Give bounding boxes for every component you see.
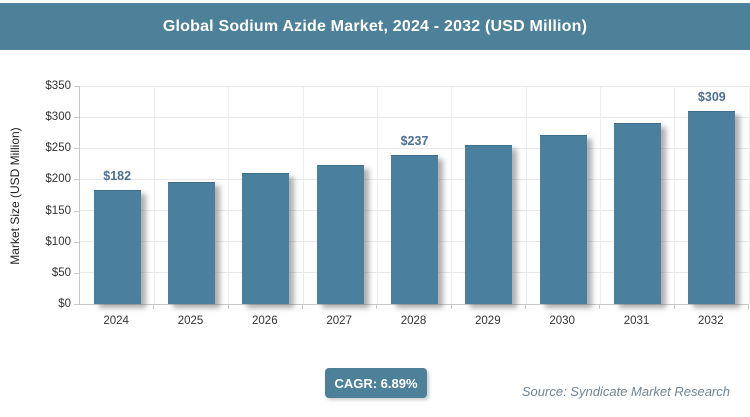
bar-2032 <box>688 110 736 304</box>
y-axis-title: Market Size (USD Million) <box>8 127 22 265</box>
v-gridline <box>153 86 155 304</box>
v-gridline <box>376 86 378 304</box>
h-gridline <box>80 147 749 149</box>
y-tick-label: $50 <box>51 266 71 279</box>
y-tick-mark <box>74 304 79 305</box>
bar-value-label: $182 <box>103 168 132 183</box>
x-tick-label: 2031 <box>623 315 650 327</box>
h-gridline <box>80 116 749 118</box>
v-gridline <box>525 86 527 304</box>
x-tick-mark <box>302 305 303 309</box>
y-tick-label: $150 <box>45 204 71 217</box>
v-gridline <box>674 86 676 304</box>
x-tick-mark <box>525 305 526 309</box>
x-tick-label: 2032 <box>698 315 724 327</box>
x-tick-mark <box>376 305 378 309</box>
h-gridline <box>80 85 749 87</box>
x-tick-label: 2026 <box>252 315 278 327</box>
y-tick-mark <box>74 210 79 212</box>
y-tick-mark <box>74 86 79 87</box>
v-gridline <box>451 86 453 304</box>
x-tick-label: 2028 <box>400 315 427 327</box>
v-gridline <box>228 86 230 304</box>
bar-value-label: $309 <box>697 89 726 104</box>
bar-2028 <box>391 155 438 304</box>
source-credit: Source: Syndicate Market Research <box>521 384 730 399</box>
y-tick-label: $0 <box>58 298 71 310</box>
x-tick-label: 2025 <box>177 315 204 327</box>
x-tick-label: 2029 <box>475 315 501 327</box>
bar-2024 <box>93 189 141 304</box>
bar-2029 <box>465 145 513 304</box>
plot-area: $182 $237 $309 <box>79 85 750 305</box>
x-tick-label: 2024 <box>103 315 129 327</box>
y-tick-mark <box>74 117 79 119</box>
x-tick-mark <box>450 305 452 309</box>
v-gridline <box>599 86 601 304</box>
x-tick-label: 2030 <box>549 315 575 327</box>
y-tick-label: $300 <box>45 111 71 124</box>
cagr-label: CAGR: 6.89% <box>334 375 418 391</box>
y-tick-mark <box>74 241 79 243</box>
y-tick-label: $250 <box>45 142 71 155</box>
page-title: Global Sodium Azide Market, 2024 - 2032 … <box>162 17 588 35</box>
y-tick-label: $100 <box>45 235 71 248</box>
v-gridline <box>302 86 304 304</box>
x-tick-label: 2027 <box>326 315 352 327</box>
y-tick-mark <box>74 272 79 274</box>
x-tick-mark <box>599 305 601 309</box>
x-tick-mark <box>673 305 675 309</box>
chart-title-bar: Global Sodium Azide Market, 2024 - 2032 … <box>0 3 750 50</box>
x-tick-mark <box>748 305 749 309</box>
bar-2026 <box>242 173 290 304</box>
y-tick-mark <box>74 179 79 181</box>
x-tick-mark <box>227 305 229 309</box>
y-tick-label: $350 <box>45 80 71 92</box>
bar-2027 <box>316 164 364 304</box>
bar-value-label: $237 <box>400 134 429 149</box>
y-tick-mark <box>74 148 79 150</box>
cagr-badge: CAGR: 6.89% <box>325 368 427 398</box>
bar-2025 <box>168 181 215 304</box>
v-gridline <box>748 86 750 304</box>
bar-2030 <box>539 134 587 304</box>
x-tick-mark <box>153 305 155 309</box>
bar-2031 <box>614 123 661 304</box>
y-tick-label: $200 <box>45 173 71 186</box>
